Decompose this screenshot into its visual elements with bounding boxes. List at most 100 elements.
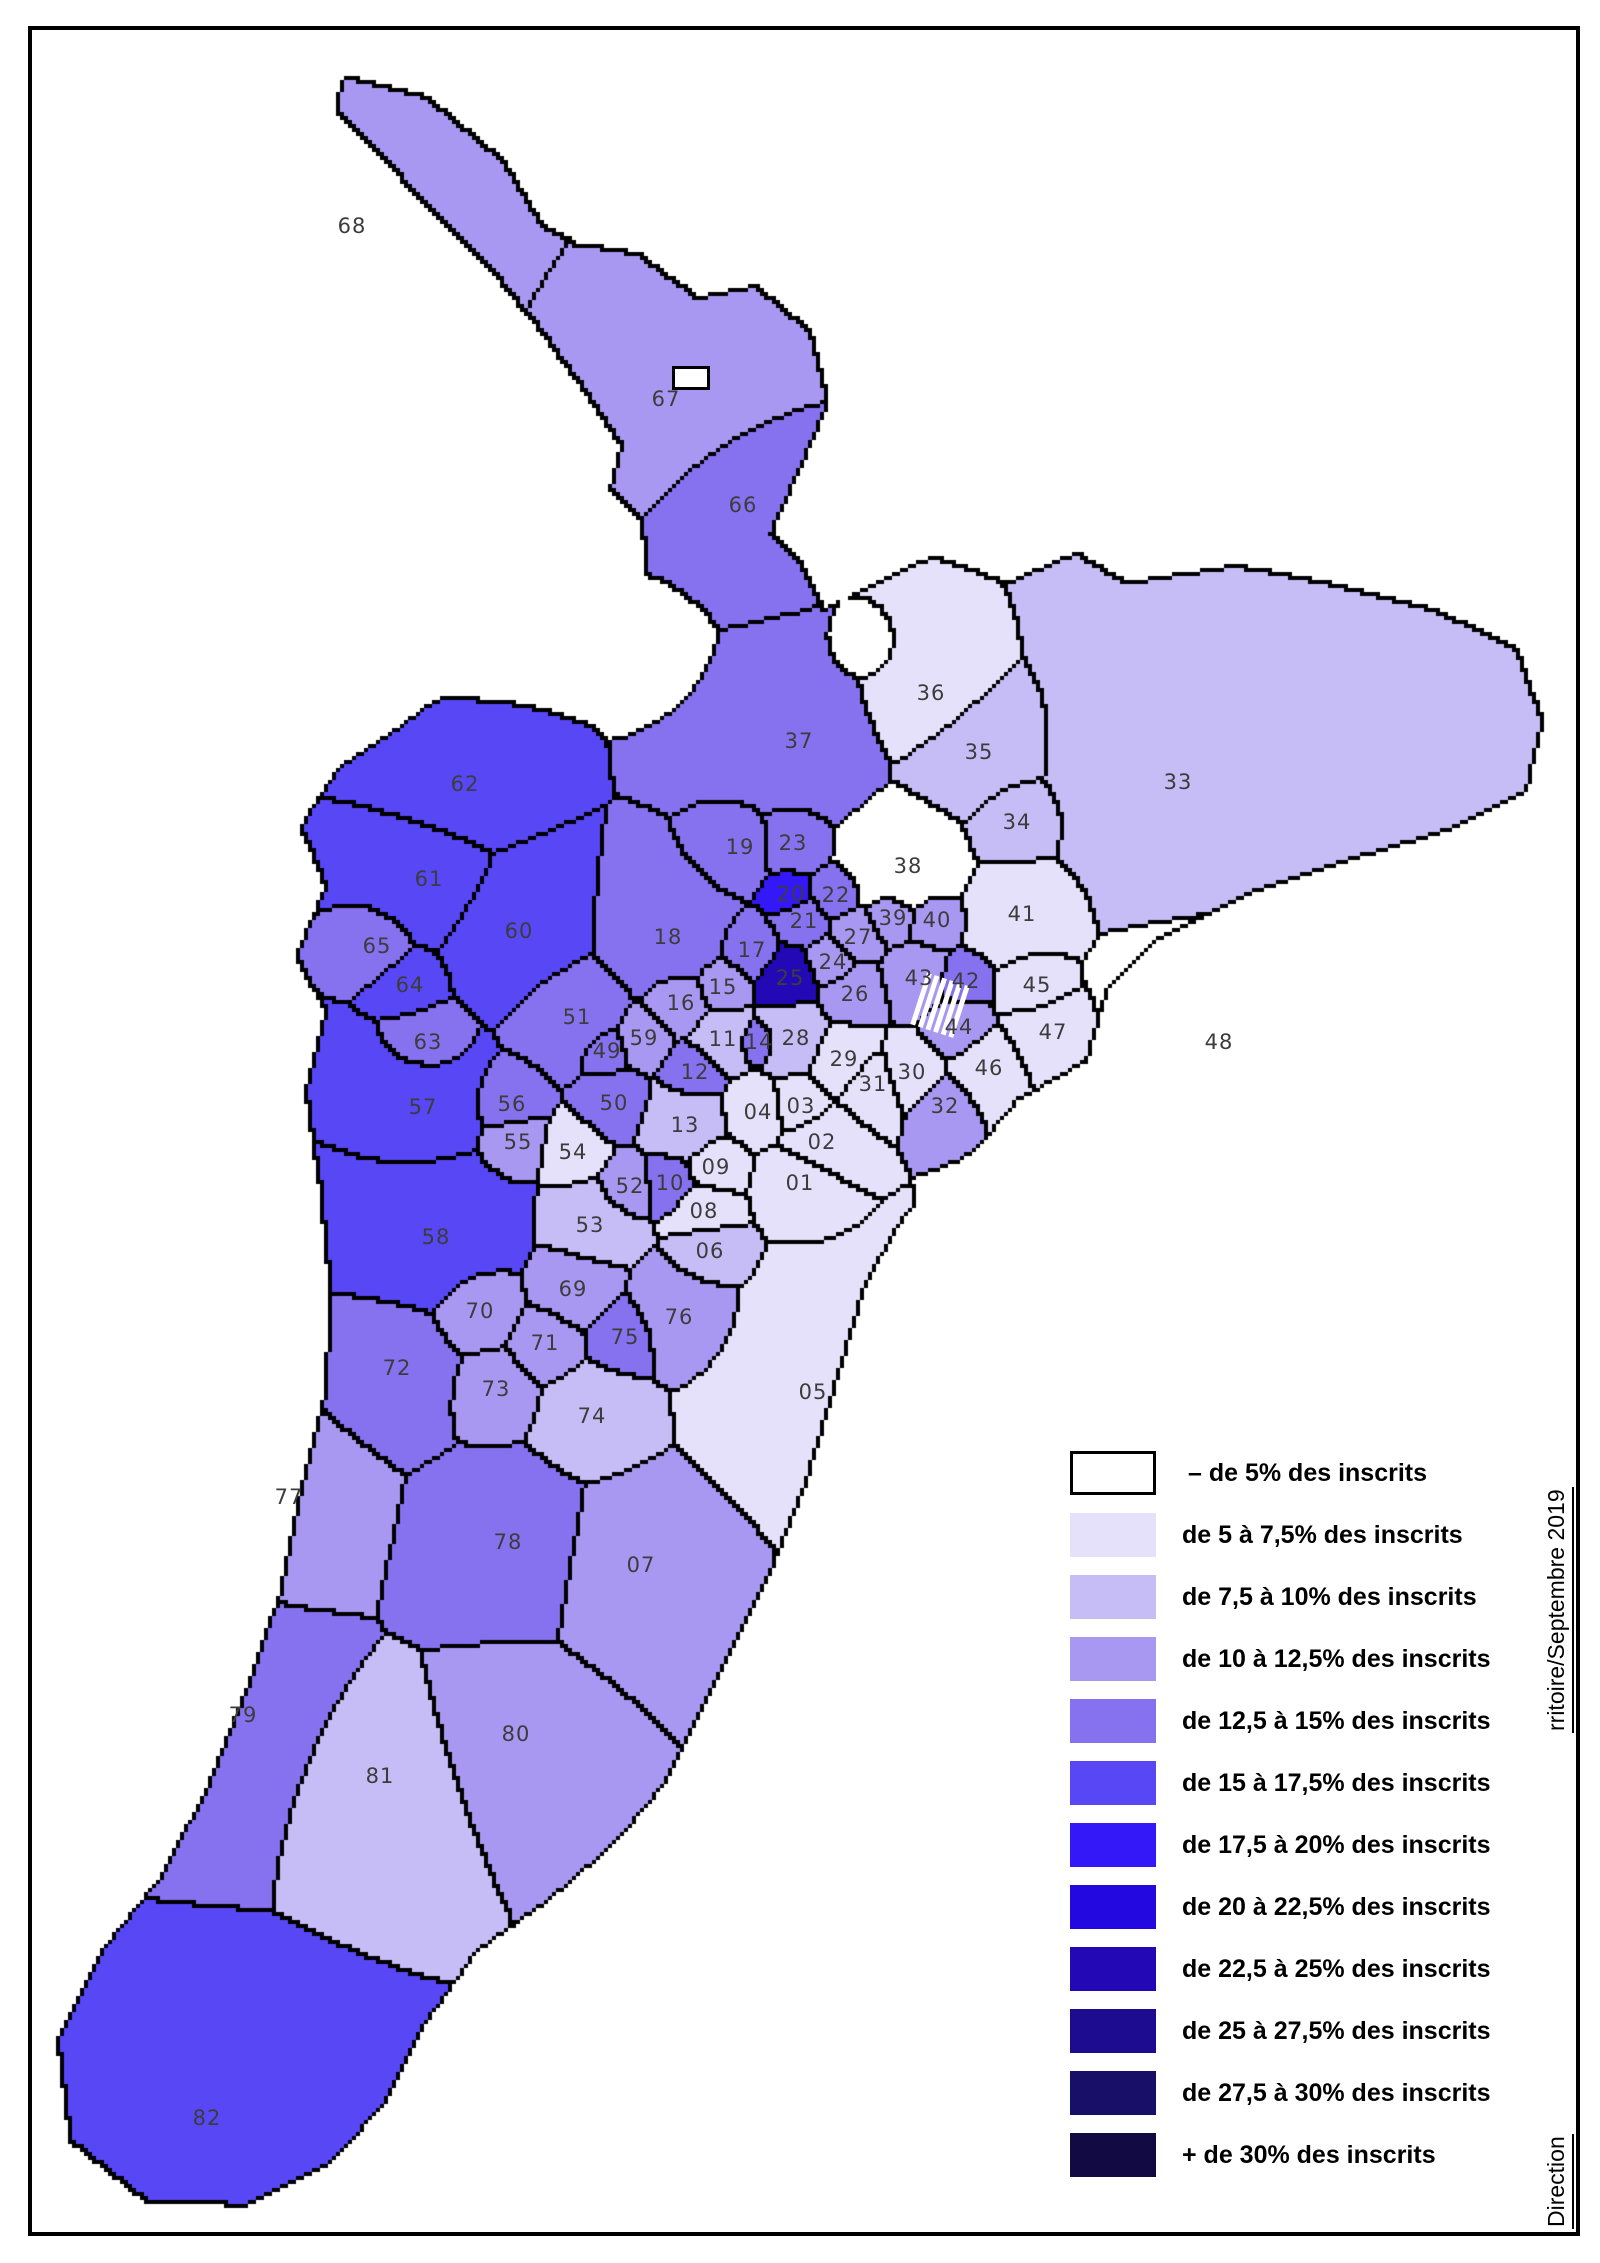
zone-label-03: 03 <box>786 1093 816 1118</box>
zone-label-45: 45 <box>1022 972 1052 997</box>
zone-label-13: 13 <box>670 1112 700 1137</box>
zone-label-02: 02 <box>807 1129 837 1154</box>
zone-label-60: 60 <box>504 918 534 943</box>
zone-label-64: 64 <box>395 972 425 997</box>
zone-label-63: 63 <box>413 1029 443 1054</box>
legend-label: de 17,5 à 20% des inscrits <box>1182 1830 1491 1859</box>
zone-label-73: 73 <box>481 1376 511 1401</box>
zone-label-29: 29 <box>829 1046 859 1071</box>
zone-label-12: 12 <box>680 1059 710 1084</box>
zone-label-42: 42 <box>951 968 981 993</box>
zone-label-44: 44 <box>944 1014 974 1039</box>
zone-label-74: 74 <box>577 1403 607 1428</box>
legend: – de 5% des inscrits de 5 à 7,5% des insc… <box>1070 1442 1540 2186</box>
zone-label-46: 46 <box>974 1055 1004 1080</box>
legend-swatch <box>1070 1451 1156 1495</box>
zone-label-23: 23 <box>778 830 808 855</box>
zone-label-04: 04 <box>743 1099 773 1124</box>
zone-label-38: 38 <box>893 853 923 878</box>
legend-swatch <box>1070 2071 1156 2115</box>
zone-label-18: 18 <box>653 924 683 949</box>
zone-label-49: 49 <box>592 1038 622 1063</box>
side-caption-direction: Direction <box>1543 2134 1574 2229</box>
legend-swatch <box>1070 1513 1156 1557</box>
zone-label-75: 75 <box>610 1324 640 1349</box>
zone-label-62: 62 <box>450 771 480 796</box>
zone-label-35: 35 <box>964 739 994 764</box>
legend-label: de 5 à 7,5% des inscrits <box>1182 1520 1463 1549</box>
zone-label-51: 51 <box>562 1004 592 1029</box>
zone-label-37: 37 <box>784 728 814 753</box>
zone-label-24: 24 <box>818 949 848 974</box>
legend-label: de 20 à 22,5% des inscrits <box>1182 1892 1491 1921</box>
legend-item: de 20 à 22,5% des inscrits <box>1070 1876 1540 1938</box>
zone-label-10: 10 <box>655 1170 685 1195</box>
legend-label: de 7,5 à 10% des inscrits <box>1182 1582 1477 1611</box>
legend-label: de 27,5 à 30% des inscrits <box>1182 2078 1491 2107</box>
zone-label-61: 61 <box>414 866 444 891</box>
zone-label-08: 08 <box>689 1198 719 1223</box>
legend-label: de 12,5 à 15% des inscrits <box>1182 1706 1491 1735</box>
map-white-enclave-67 <box>672 366 710 390</box>
zone-label-72: 72 <box>382 1355 412 1380</box>
zone-label-07: 07 <box>626 1552 656 1577</box>
legend-item: de 7,5 à 10% des inscrits <box>1070 1566 1540 1628</box>
legend-label: de 10 à 12,5% des inscrits <box>1182 1644 1491 1673</box>
zone-label-52: 52 <box>615 1173 645 1198</box>
legend-item: de 10 à 12,5% des inscrits <box>1070 1628 1540 1690</box>
legend-swatch <box>1070 1575 1156 1619</box>
zone-label-39: 39 <box>878 905 908 930</box>
zone-label-43: 43 <box>904 965 934 990</box>
zone-label-82: 82 <box>192 2105 222 2130</box>
zone-label-27: 27 <box>843 924 873 949</box>
zone-label-26: 26 <box>840 981 870 1006</box>
zone-label-77: 77 <box>274 1484 304 1509</box>
legend-swatch <box>1070 2009 1156 2053</box>
zone-label-34: 34 <box>1002 809 1032 834</box>
zone-label-40: 40 <box>922 907 952 932</box>
zone-label-22: 22 <box>821 882 851 907</box>
legend-swatch <box>1070 1947 1156 1991</box>
legend-item: de 12,5 à 15% des inscrits <box>1070 1690 1540 1752</box>
zone-label-20: 20 <box>776 881 806 906</box>
zone-label-65: 65 <box>362 933 392 958</box>
legend-label: de 15 à 17,5% des inscrits <box>1182 1768 1491 1797</box>
legend-swatch <box>1070 1761 1156 1805</box>
zone-label-76: 76 <box>664 1304 694 1329</box>
zone-label-31: 31 <box>858 1071 888 1096</box>
legend-item: de 15 à 17,5% des inscrits <box>1070 1752 1540 1814</box>
zone-label-11: 11 <box>708 1026 738 1051</box>
side-caption-date: rritoire/Septembre 2019 <box>1543 1487 1574 1733</box>
zone-label-17: 17 <box>737 937 767 962</box>
zone-label-36: 36 <box>916 680 946 705</box>
zone-label-47: 47 <box>1038 1019 1068 1044</box>
zone-label-16: 16 <box>666 990 696 1015</box>
zone-label-41: 41 <box>1007 901 1037 926</box>
legend-label: – de 5% des inscrits <box>1188 1458 1428 1487</box>
zone-label-50: 50 <box>599 1090 629 1115</box>
zone-label-56: 56 <box>497 1091 527 1116</box>
legend-label: de 25 à 27,5% des inscrits <box>1182 2016 1491 2045</box>
zone-label-53: 53 <box>575 1212 605 1237</box>
zone-label-58: 58 <box>421 1224 451 1249</box>
zone-label-19: 19 <box>725 834 755 859</box>
zone-label-09: 09 <box>701 1154 731 1179</box>
zone-label-71: 71 <box>530 1330 560 1355</box>
legend-swatch <box>1070 1637 1156 1681</box>
legend-item: de 17,5 à 20% des inscrits <box>1070 1814 1540 1876</box>
zone-label-68: 68 <box>337 213 367 238</box>
zone-label-32: 32 <box>930 1093 960 1118</box>
legend-item: de 22,5 à 25% des inscrits <box>1070 1938 1540 2000</box>
legend-label: + de 30% des inscrits <box>1182 2140 1436 2169</box>
zone-label-05: 05 <box>798 1379 828 1404</box>
zone-label-15: 15 <box>708 974 738 999</box>
zone-label-14: 14 <box>744 1029 774 1054</box>
zone-label-54: 54 <box>558 1139 588 1164</box>
legend-swatch <box>1070 2133 1156 2177</box>
zone-label-28: 28 <box>781 1025 811 1050</box>
zone-label-81: 81 <box>365 1763 395 1788</box>
zone-label-33: 33 <box>1163 769 1193 794</box>
zone-label-79: 79 <box>228 1702 258 1727</box>
zone-label-80: 80 <box>501 1721 531 1746</box>
